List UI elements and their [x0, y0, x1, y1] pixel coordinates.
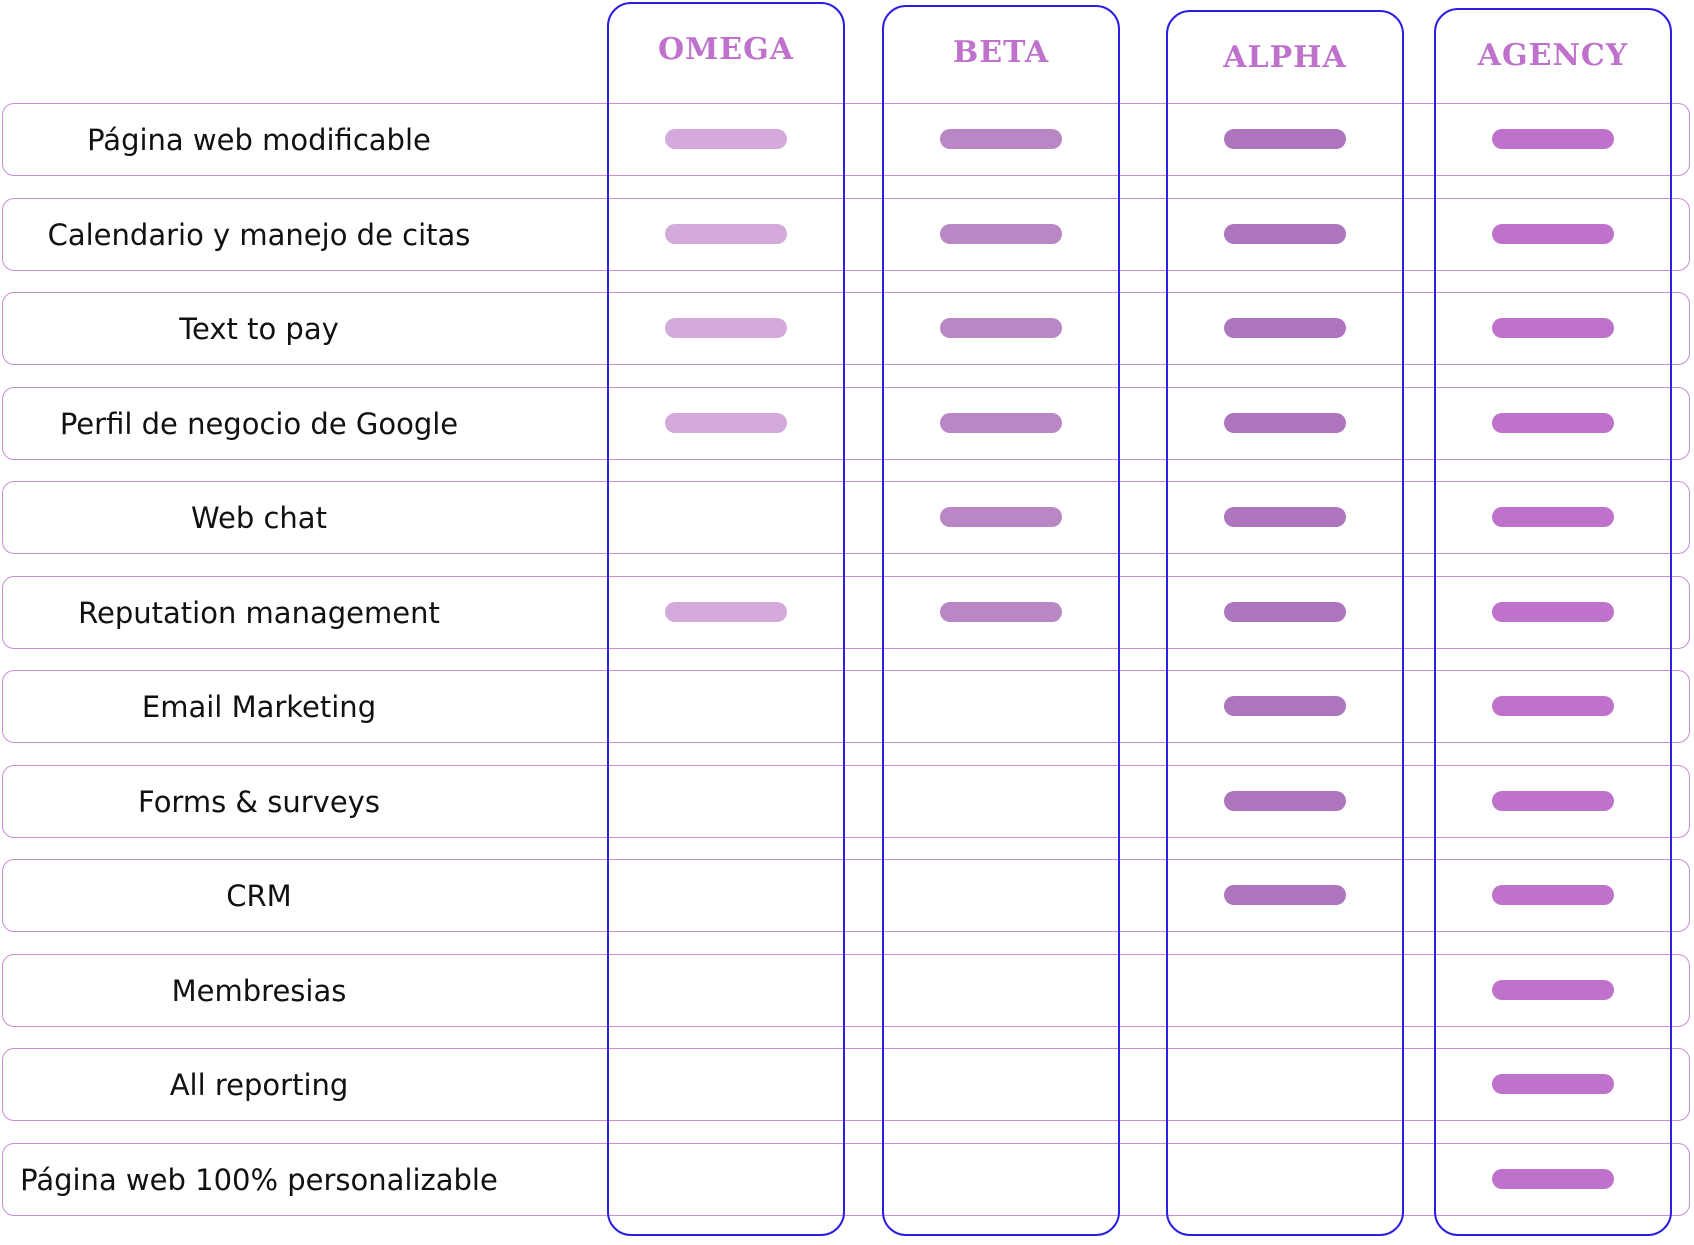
included-mark: [1492, 507, 1614, 527]
feature-row: Text to pay: [2, 292, 1690, 365]
included-mark: [940, 507, 1062, 527]
plan-column-omega: OMEGA: [607, 2, 845, 1236]
feature-label: Reputation management: [78, 595, 440, 630]
feature-label: Membresias: [171, 973, 347, 1008]
included-mark: [940, 224, 1062, 244]
included-mark: [1492, 885, 1614, 905]
included-mark: [1224, 885, 1346, 905]
feature-label: Página web modificable: [87, 122, 431, 157]
feature-label: All reporting: [169, 1067, 349, 1102]
included-mark: [1492, 413, 1614, 433]
feature-label: CRM: [226, 878, 292, 913]
included-mark: [1224, 507, 1346, 527]
included-mark: [1492, 129, 1614, 149]
included-mark: [1492, 224, 1614, 244]
feature-row: Perfil de negocio de Google: [2, 387, 1690, 460]
plan-name: ALPHA: [1223, 40, 1347, 75]
included-mark: [1224, 696, 1346, 716]
included-mark: [1224, 413, 1346, 433]
plan-column-agency: AGENCY: [1434, 8, 1672, 1236]
plan-column-alpha: ALPHA: [1166, 10, 1404, 1236]
feature-row: Página web modificable: [2, 103, 1690, 176]
plan-column-beta: BETA: [882, 5, 1120, 1236]
included-mark: [1492, 696, 1614, 716]
included-mark: [1492, 1169, 1614, 1189]
feature-row: Web chat: [2, 481, 1690, 554]
feature-row: Membresias: [2, 954, 1690, 1027]
feature-row: Email Marketing: [2, 670, 1690, 743]
feature-row: CRM: [2, 859, 1690, 932]
included-mark: [1224, 129, 1346, 149]
feature-row: Reputation management: [2, 576, 1690, 649]
feature-label: Perfil de negocio de Google: [59, 406, 459, 441]
included-mark: [1492, 980, 1614, 1000]
included-mark: [1224, 224, 1346, 244]
feature-row: All reporting: [2, 1048, 1690, 1121]
included-mark: [940, 602, 1062, 622]
feature-label: Forms & surveys: [138, 784, 380, 819]
feature-label: Email Marketing: [141, 689, 377, 724]
included-mark: [665, 129, 787, 149]
feature-label: Página web 100% personalizable: [20, 1162, 498, 1197]
included-mark: [665, 413, 787, 433]
feature-label: Text to pay: [179, 311, 339, 346]
included-mark: [940, 318, 1062, 338]
included-mark: [665, 602, 787, 622]
included-mark: [1492, 1074, 1614, 1094]
feature-label: Web chat: [191, 500, 327, 535]
included-mark: [940, 129, 1062, 149]
feature-row: Calendario y manejo de citas: [2, 198, 1690, 271]
feature-row: Forms & surveys: [2, 765, 1690, 838]
plan-name: OMEGA: [657, 32, 795, 67]
included-mark: [940, 413, 1062, 433]
included-mark: [1492, 602, 1614, 622]
included-mark: [1492, 791, 1614, 811]
included-mark: [1224, 602, 1346, 622]
plan-name: BETA: [952, 35, 1050, 70]
included-mark: [665, 224, 787, 244]
feature-label: Calendario y manejo de citas: [47, 217, 471, 252]
included-mark: [1224, 318, 1346, 338]
included-mark: [665, 318, 787, 338]
included-mark: [1224, 791, 1346, 811]
plan-name: AGENCY: [1477, 38, 1629, 73]
feature-row: Página web 100% personalizable: [2, 1143, 1690, 1216]
included-mark: [1492, 318, 1614, 338]
